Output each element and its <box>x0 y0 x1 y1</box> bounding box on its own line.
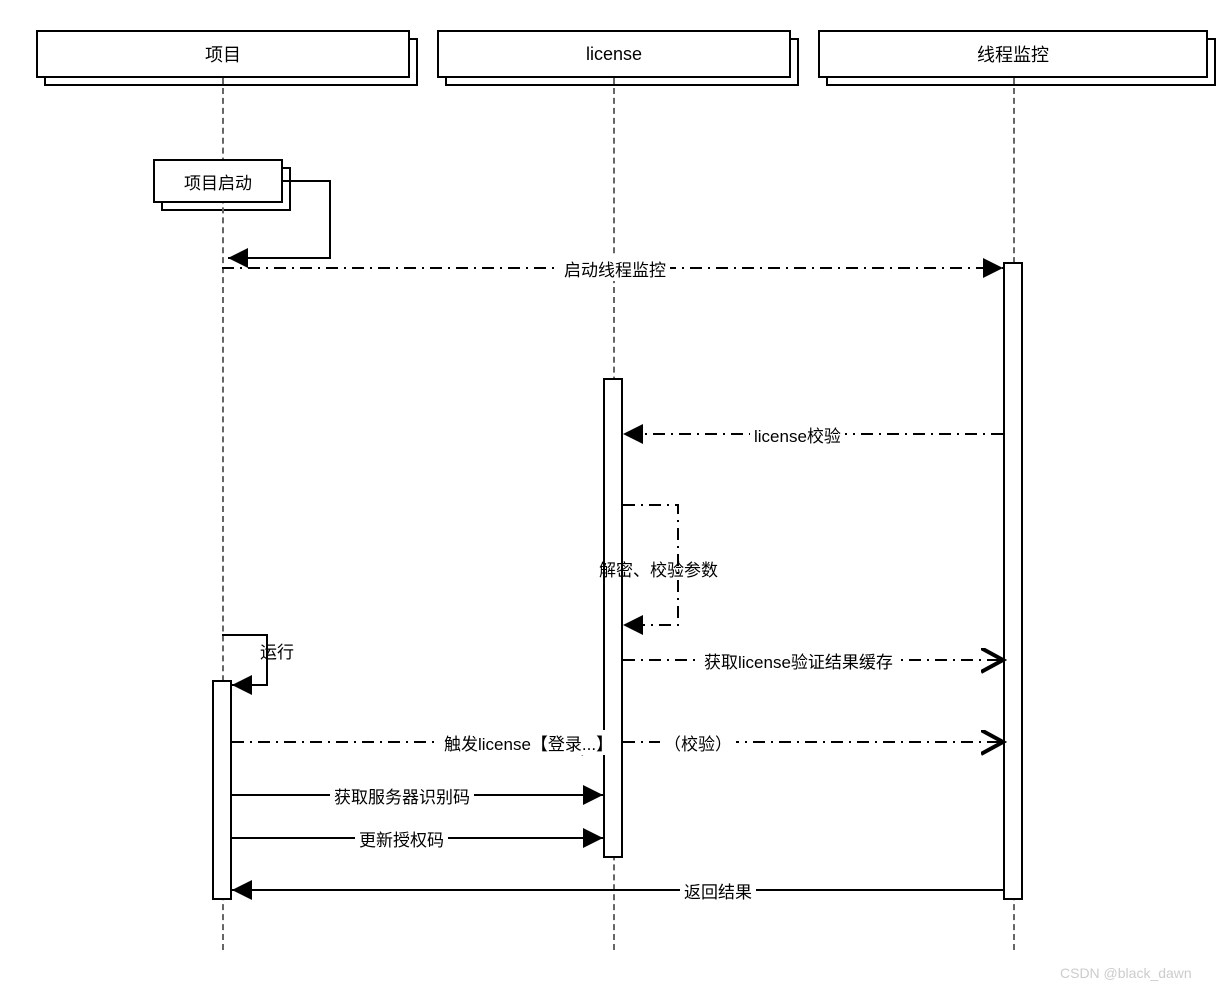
msg-start-monitor: 启动线程监控 <box>560 256 670 281</box>
msg-trigger-license: 触发license【登录...】 <box>440 730 617 755</box>
msg-validate: （校验） <box>660 730 736 755</box>
msg-get-server-id: 获取服务器识别码 <box>330 783 474 808</box>
msg-decrypt-validate: 解密、校验参数 <box>595 556 722 581</box>
sequence-diagram: 项目 license 线程监控 项目启动 <box>0 0 1232 988</box>
watermark: CSDN @black_dawn <box>1060 965 1192 981</box>
msg-run: 运行 <box>256 638 298 663</box>
msg-return-result: 返回结果 <box>680 878 756 903</box>
msg-get-cache: 获取license验证结果缓存 <box>700 648 897 673</box>
msg-license-check: license校验 <box>750 422 845 447</box>
msg-update-auth: 更新授权码 <box>355 826 448 851</box>
arrows-layer <box>0 0 1232 988</box>
